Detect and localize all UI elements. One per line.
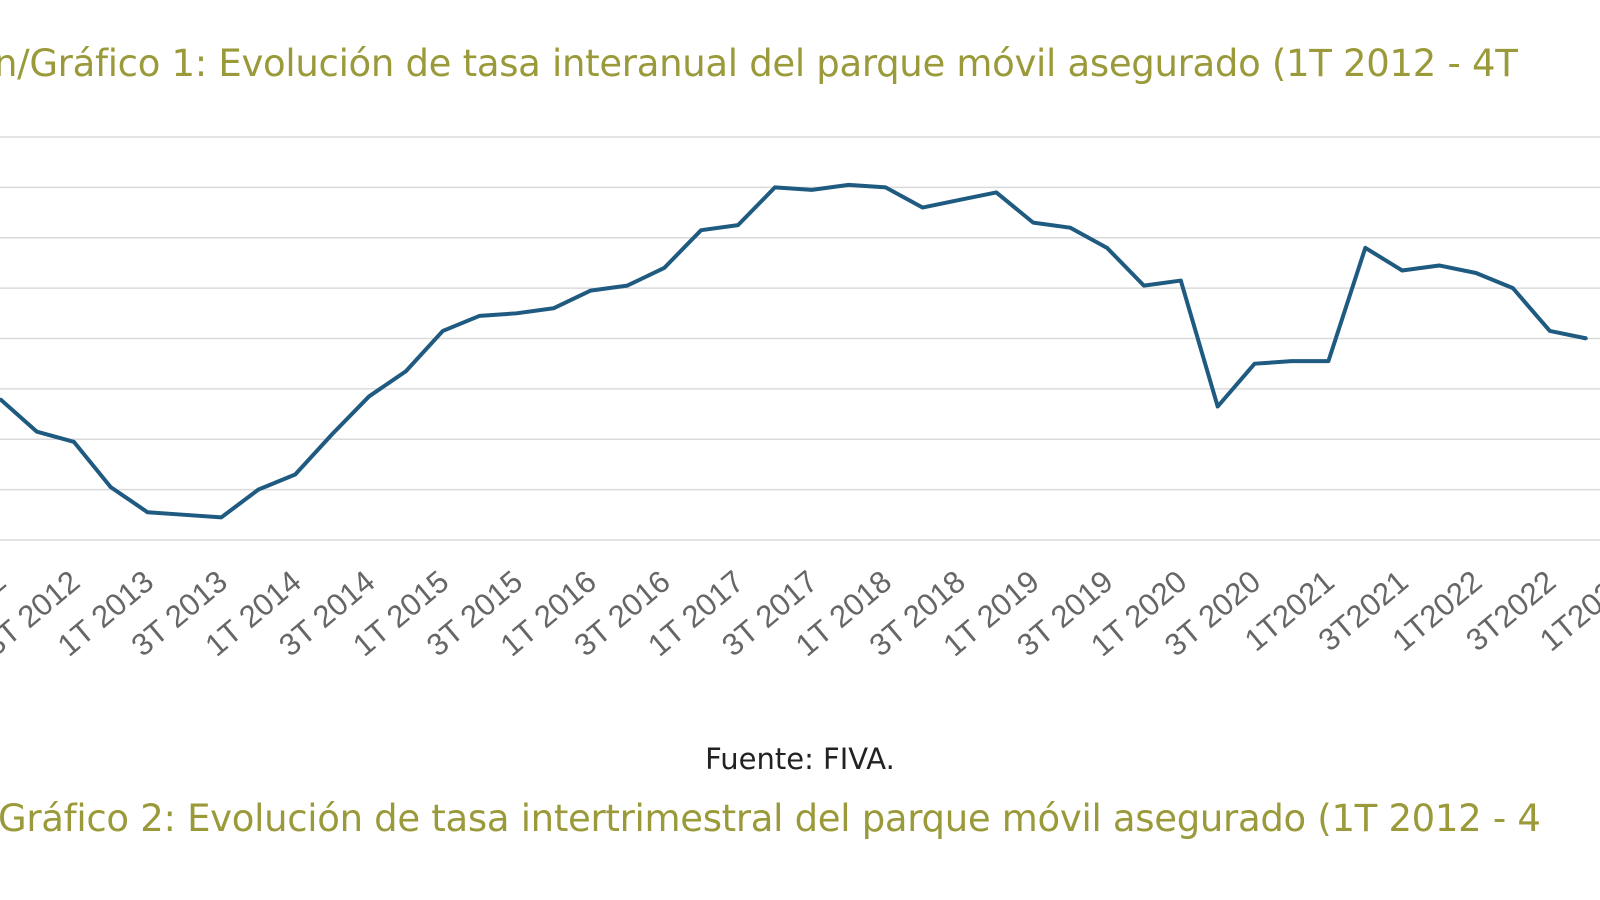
data-point [1032,221,1035,224]
data-point [1216,405,1219,408]
data-point [884,186,887,189]
data-point [1364,246,1367,250]
data-point [995,191,998,194]
data-point [1474,271,1478,275]
data-point [257,488,260,491]
data-point [35,430,39,433]
data-point [1401,269,1404,272]
data-point [404,370,408,373]
data-point [1253,362,1256,365]
data-point [552,307,555,310]
source-note: Fuente: FIVA. [705,742,895,776]
data-point [330,433,334,436]
data-point [1585,337,1588,340]
data-point [0,397,2,401]
gridlines [0,136,1600,541]
data-point [515,312,518,315]
figure-2-title: Gráfico 2: Evolución de tasa intertrimes… [0,797,1541,840]
data-point [146,511,149,514]
data-point [1548,329,1552,333]
data-point [589,289,592,292]
data-point [699,228,703,232]
figure-1-title: n/Gráfico 1: Evolución de tasa interanua… [0,42,1518,85]
data-point [847,183,850,187]
data-point [1179,279,1183,282]
data-point [441,329,444,333]
data-point [1327,359,1330,363]
data-point [663,266,666,270]
data-point [367,395,371,398]
data-point [736,223,740,227]
data-point [773,186,777,189]
data-point [1437,264,1441,267]
data-point [810,188,813,192]
data-point [1290,359,1293,363]
data-point [1142,284,1146,287]
series-layer [0,182,1588,520]
data-point [294,473,297,476]
data-point [109,485,112,489]
data-point [183,513,186,517]
data-point [626,284,629,287]
data-point [478,314,481,318]
data-point [1068,226,1072,229]
data-point [1511,286,1515,290]
data-point [921,206,924,209]
data-point [72,440,76,443]
data-point [958,198,961,202]
series-line [0,182,1588,520]
data-point [1105,246,1109,250]
data-point [220,516,223,519]
